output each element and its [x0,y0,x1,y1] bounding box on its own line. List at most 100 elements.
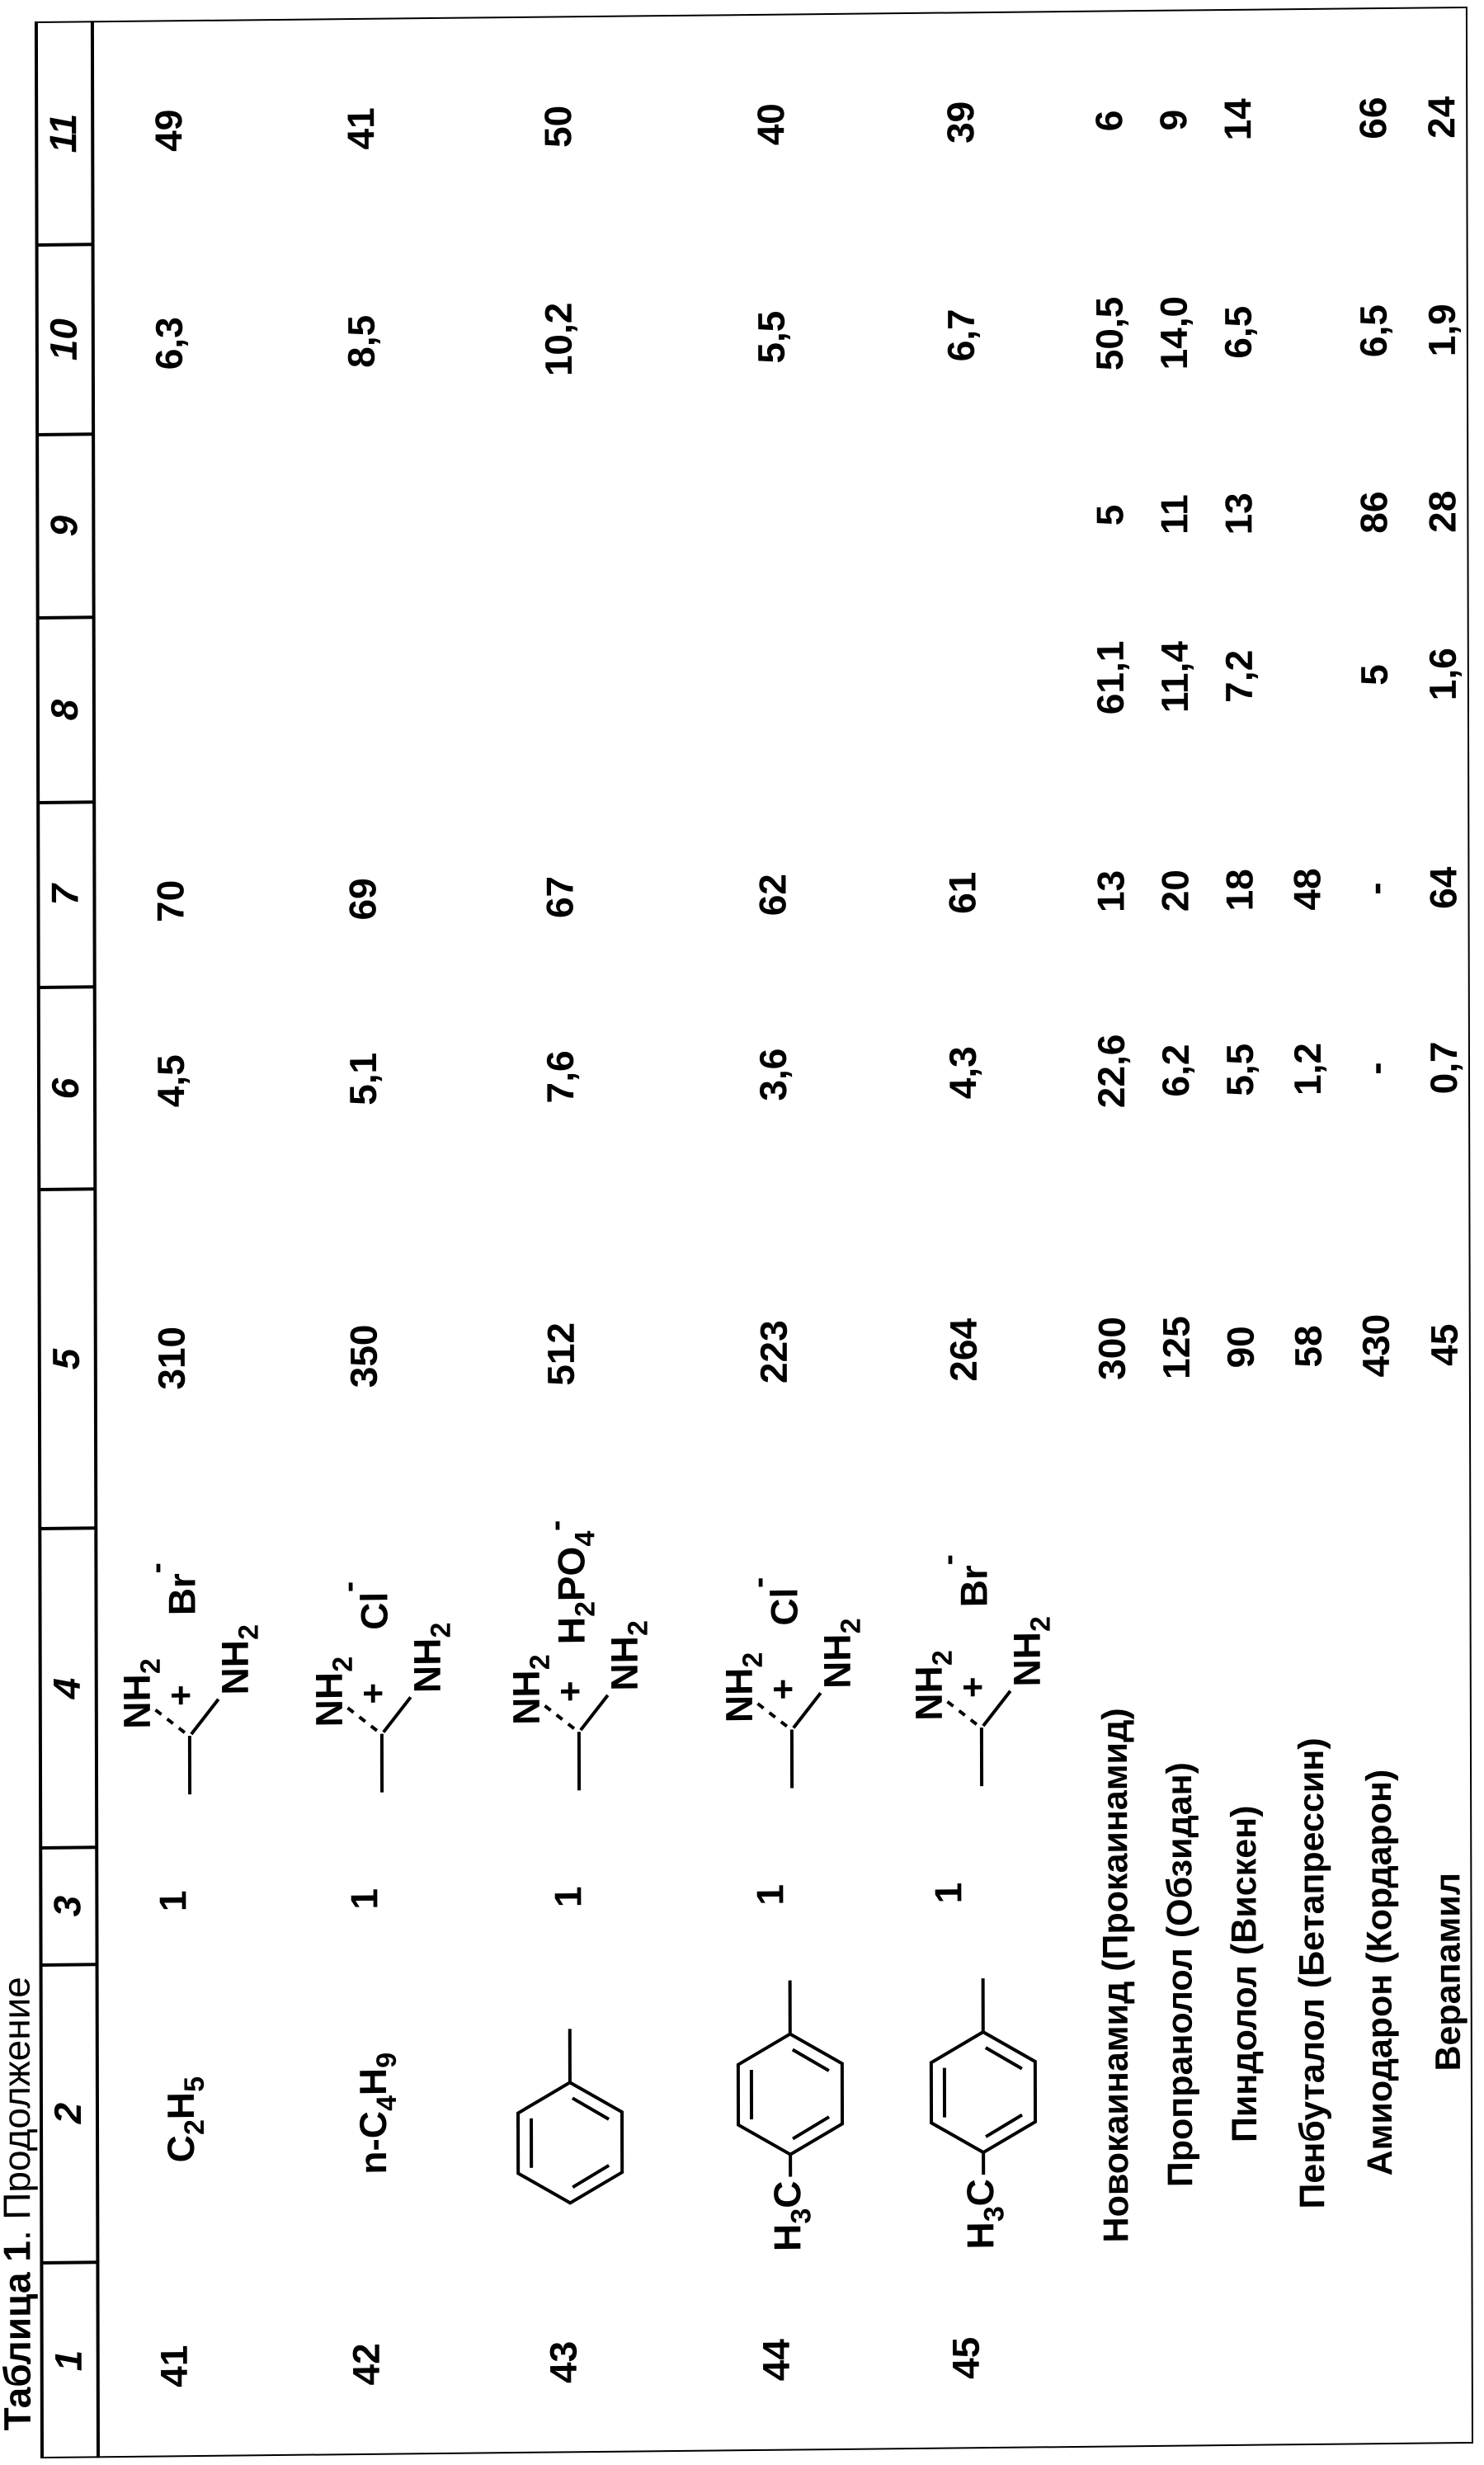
svg-text:Cl-: Cl- [330,1581,395,1630]
svg-text:6: 6 [44,1077,87,1100]
svg-text:Верапамил: Верапамил [1428,1873,1468,2071]
svg-text:300: 300 [1091,1317,1133,1380]
svg-text:Пиндолол (Вискен): Пиндолол (Вискен) [1224,1805,1265,2142]
svg-text:1: 1 [342,1888,385,1910]
svg-text:n-C4H9: n-C4H9 [351,2053,403,2175]
svg-text:3,6: 3,6 [751,1048,794,1101]
svg-text:6,5: 6,5 [1217,306,1260,359]
svg-text:125: 125 [1155,1316,1198,1379]
svg-text:-: - [1354,1062,1397,1075]
svg-text:64: 64 [1421,866,1464,909]
svg-text:H3C: H3C [766,2180,817,2251]
svg-text:5,1: 5,1 [342,1053,384,1105]
svg-text:5: 5 [1088,504,1131,526]
svg-text:41: 41 [153,2345,196,2387]
svg-text:50: 50 [536,106,579,148]
svg-text:5: 5 [1353,664,1396,686]
svg-text:1: 1 [47,2350,90,2372]
svg-text:24: 24 [1420,96,1463,139]
svg-text:4,5: 4,5 [149,1054,192,1107]
svg-text:1,9: 1,9 [1420,304,1463,356]
svg-text:3: 3 [45,1895,88,1917]
svg-text:11,4: 11,4 [1153,640,1196,713]
svg-text:1,2: 1,2 [1286,1043,1329,1096]
svg-text:8,5: 8,5 [340,315,383,368]
svg-text:61,1: 61,1 [1089,640,1132,714]
svg-text:14: 14 [1216,98,1259,141]
svg-text:20: 20 [1153,870,1196,912]
svg-text:1: 1 [926,1882,969,1903]
svg-text:9: 9 [42,515,85,537]
svg-text:70: 70 [148,879,191,922]
svg-text:6,2: 6,2 [1154,1044,1197,1096]
svg-text:430: 430 [1354,1314,1397,1378]
svg-text:4: 4 [45,1678,88,1700]
svg-text:45: 45 [945,2336,987,2379]
svg-text:90: 90 [1219,1326,1262,1369]
svg-text:310: 310 [150,1327,193,1390]
svg-text:264: 264 [942,1317,985,1382]
svg-text:7: 7 [43,882,86,906]
svg-text:48: 48 [1285,868,1328,911]
svg-text:41: 41 [339,107,382,150]
svg-text:350: 350 [342,1324,385,1388]
svg-text:28: 28 [1420,490,1463,533]
svg-text:1: 1 [748,1884,791,1906]
svg-text:58: 58 [1287,1325,1330,1368]
svg-text:7,2: 7,2 [1218,650,1260,703]
svg-text:H3C: H3C [959,2179,1010,2250]
svg-text:6,3: 6,3 [148,317,191,370]
svg-text:Новокаинамид (Прокаинамид): Новокаинамид (Прокаинамид) [1095,1708,1137,2243]
svg-text:8: 8 [43,699,86,721]
svg-text:0,7: 0,7 [1422,1041,1465,1094]
svg-text:223: 223 [752,1320,795,1383]
svg-text:40: 40 [749,103,792,146]
svg-text:14,0: 14,0 [1152,296,1195,370]
svg-text:66: 66 [1351,97,1394,139]
svg-text:5,5: 5,5 [1218,1044,1261,1096]
svg-text:43: 43 [542,2341,585,2384]
svg-text:Пенбуталол (Бетапрессин): Пенбуталол (Бетапрессин) [1292,1737,1332,2209]
svg-text:Таблица 1. Продолжение: Таблица 1. Продолжение [0,1977,39,2431]
svg-text:1,6: 1,6 [1421,648,1464,700]
svg-text:9: 9 [1152,110,1194,131]
svg-text:512: 512 [539,1322,582,1386]
svg-text:61: 61 [940,871,983,914]
svg-text:C2H5: C2H5 [159,2076,210,2163]
svg-text:Br-: Br- [138,1562,203,1615]
svg-text:6,7: 6,7 [940,309,982,361]
svg-text:86: 86 [1352,491,1395,534]
svg-text:6: 6 [1087,110,1130,131]
svg-text:13: 13 [1089,870,1132,913]
svg-text:-: - [1353,882,1396,895]
svg-text:69: 69 [341,878,384,921]
svg-text:Cl-: Cl- [740,1577,805,1626]
svg-text:13: 13 [1217,493,1260,535]
svg-text:5,5: 5,5 [750,310,793,363]
svg-text:Пропранолол (Обзидан): Пропранолол (Обзидан) [1160,1762,1200,2188]
svg-text:1: 1 [151,1890,194,1911]
svg-text:4,3: 4,3 [941,1046,984,1099]
svg-text:10,2: 10,2 [537,302,580,376]
svg-text:10: 10 [42,318,85,361]
svg-text:45: 45 [1423,1323,1466,1366]
svg-text:5: 5 [45,1347,87,1370]
svg-text:6,5: 6,5 [1352,304,1395,357]
svg-text:42: 42 [345,2343,388,2386]
svg-text:11: 11 [1152,494,1195,535]
svg-text:7,6: 7,6 [539,1050,582,1103]
svg-text:50,5: 50,5 [1088,296,1131,370]
svg-text:H2PO4-: H2PO4- [537,1520,601,1645]
svg-text:Br-: Br- [930,1554,995,1608]
svg-text:49: 49 [147,109,190,152]
svg-text:39: 39 [939,101,982,144]
svg-text:2: 2 [46,2102,89,2125]
svg-text:1: 1 [546,1886,589,1907]
svg-text:22,6: 22,6 [1090,1034,1133,1108]
svg-text:62: 62 [751,874,794,917]
svg-text:11: 11 [41,114,84,153]
svg-text:18: 18 [1218,869,1260,912]
svg-text:44: 44 [755,2338,798,2381]
svg-text:Амиодарон (Кордарон): Амиодарон (Кордарон) [1359,1770,1400,2176]
svg-text:67: 67 [538,876,581,919]
